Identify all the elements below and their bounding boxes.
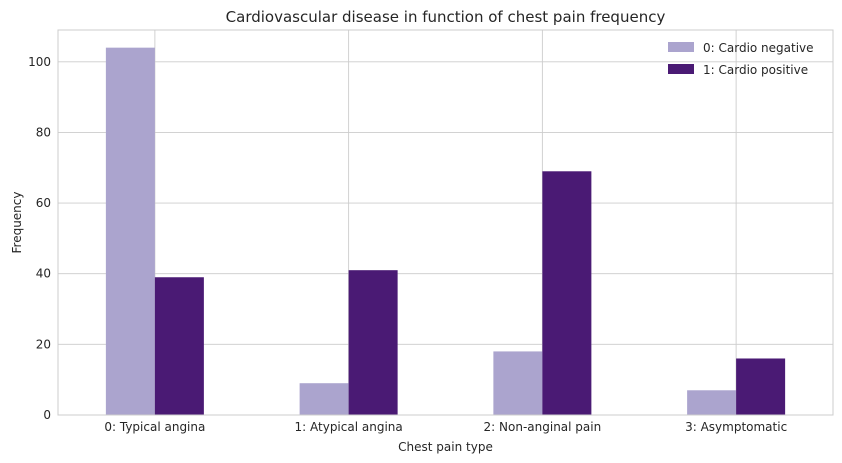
x-ticks: 0: Typical angina 1: Atypical angina 2: No… xyxy=(104,420,787,434)
legend-swatch-cardio-positive xyxy=(668,64,694,74)
y-tick-label: 60 xyxy=(36,196,51,210)
bar-0-cardio-negative-3-asymptomatic xyxy=(687,390,737,415)
y-tick-label: 20 xyxy=(36,337,51,351)
y-tick-label: 80 xyxy=(36,125,51,139)
bar-1-cardio-positive-3-asymptomatic xyxy=(736,358,786,415)
y-tick-label: 100 xyxy=(28,55,51,69)
bar-1-cardio-positive-0-typical-angina xyxy=(154,277,204,415)
bar-1-cardio-positive-2-non-anginal-pain xyxy=(542,171,592,415)
y-tick-label: 0 xyxy=(43,408,51,422)
y-tick-label: 40 xyxy=(36,267,51,281)
plot-frame xyxy=(57,29,834,416)
legend-swatch-cardio-negative xyxy=(668,42,694,52)
legend-label-cardio-negative: 0: Cardio negative xyxy=(703,41,814,55)
y-ticks: 0 20 40 60 80 100 xyxy=(28,55,51,422)
y-axis-label: Frequency xyxy=(10,192,24,254)
bars xyxy=(105,47,786,415)
legend: 0: Cardio negative 1: Cardio positive xyxy=(668,41,814,77)
bar-0-cardio-negative-1-atypical-angina xyxy=(299,383,349,415)
x-tick-label-2-non-anginal-pain: 2: Non-anginal pain xyxy=(484,420,602,434)
gridlines xyxy=(58,30,833,416)
x-tick-label-3-asymptomatic: 3: Asymptomatic xyxy=(685,420,787,434)
bar-0-cardio-negative-2-non-anginal-pain xyxy=(493,351,543,415)
x-tick-label-0-typical-angina: 0: Typical angina xyxy=(104,420,205,434)
x-tick-label-1-atypical-angina: 1: Atypical angina xyxy=(295,420,403,434)
legend-label-cardio-positive: 1: Cardio positive xyxy=(703,63,808,77)
bar-1-cardio-positive-1-atypical-angina xyxy=(348,270,398,415)
bar-0-cardio-negative-0-typical-angina xyxy=(105,47,155,415)
x-axis-label: Chest pain type xyxy=(398,440,493,454)
chart-title: Cardiovascular disease in function of ch… xyxy=(226,8,666,26)
